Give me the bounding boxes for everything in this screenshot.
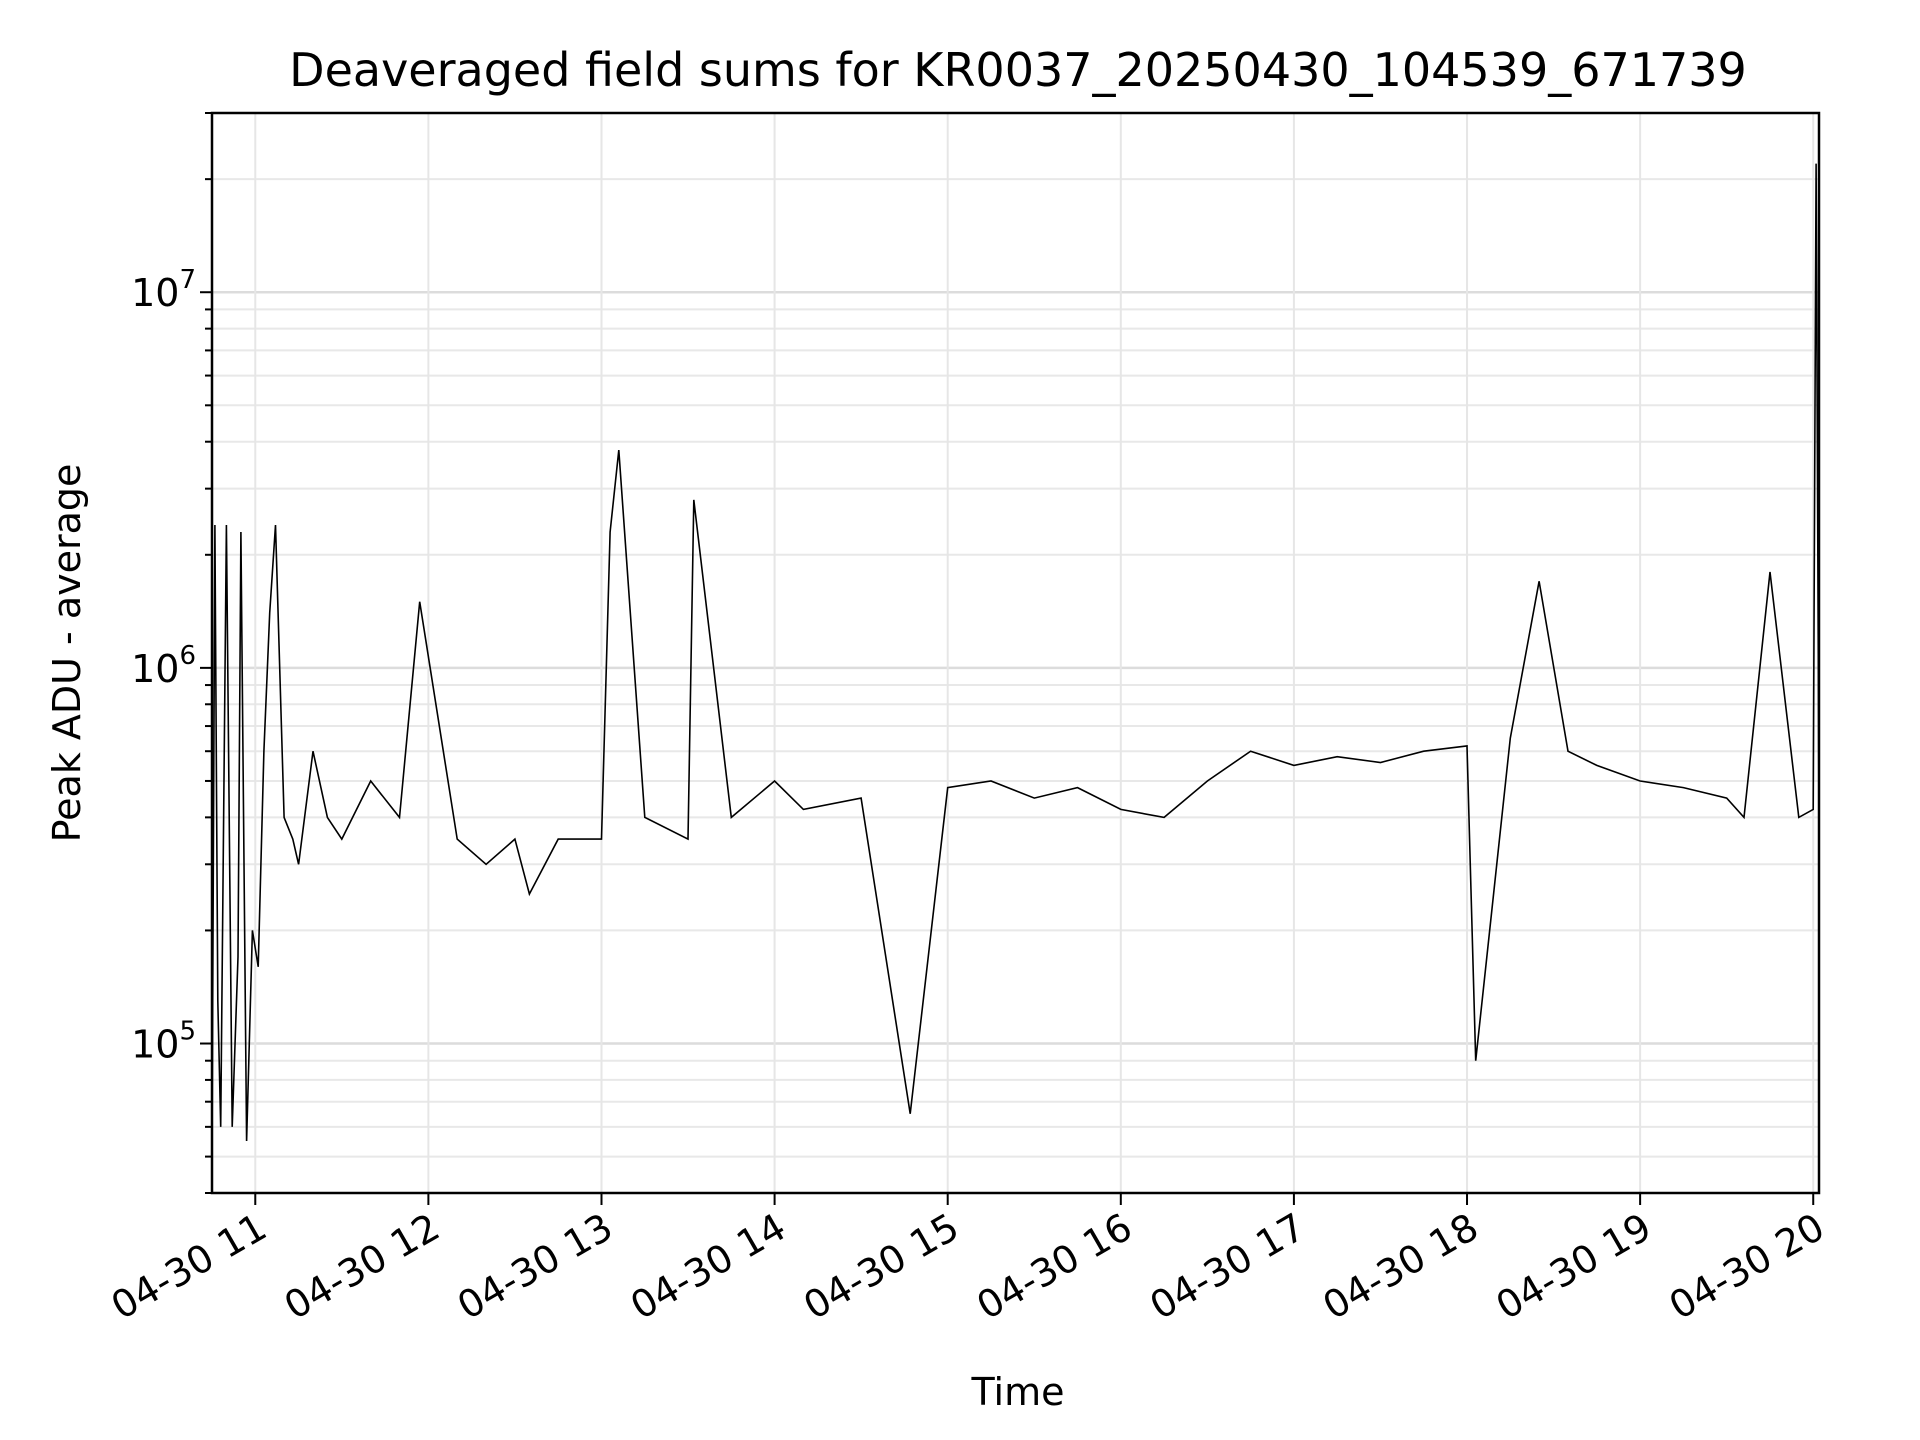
y-tick-label: 107 <box>131 265 196 315</box>
series-line-0 <box>211 163 1820 1157</box>
x-axis-label: Time <box>971 1370 1065 1414</box>
y-axis-label: Peak ADU - average <box>45 464 89 843</box>
y-tick-label: 105 <box>131 1017 196 1067</box>
series-layer <box>211 163 1820 1157</box>
chart-title: Deaveraged field sums for KR0037_2025043… <box>289 43 1747 97</box>
plot-frame <box>210 111 1821 1195</box>
grid <box>212 112 1819 1194</box>
y-tick-label: 106 <box>131 641 196 691</box>
